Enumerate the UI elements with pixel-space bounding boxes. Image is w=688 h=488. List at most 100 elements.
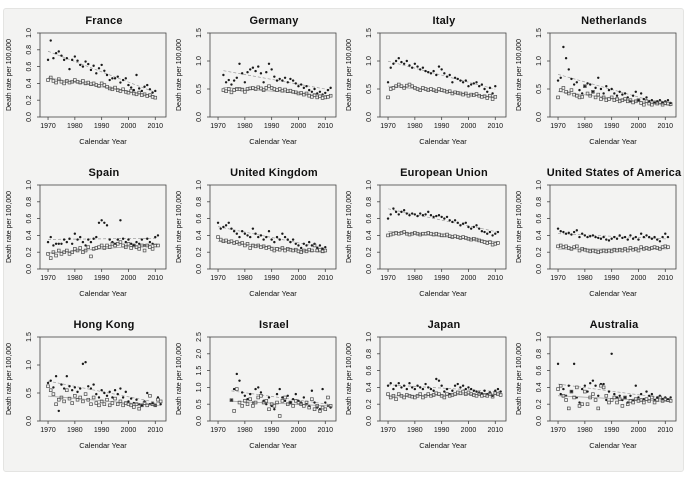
data-point-circle <box>629 394 632 397</box>
scatter-plot-hong-kong: 1970 1980 1990 2000 2010 0.0 0.5 1.0 1.5 Calendar… <box>6 332 167 450</box>
y-tick-label: 0.6 <box>366 214 373 224</box>
data-point-square <box>48 388 53 392</box>
data-point-square <box>593 398 598 402</box>
data-point-circle <box>397 57 400 60</box>
plot-grid: France 1970 1980 1990 2000 2010 0.0 0.2 0.4 0.6 0… <box>4 9 683 467</box>
data-point-circle <box>613 92 616 95</box>
plot-box <box>39 336 167 422</box>
data-point-square <box>51 392 56 396</box>
data-point-circle <box>639 92 643 95</box>
x-axis-label: Calendar Year <box>249 289 297 298</box>
data-point-circle <box>405 387 409 391</box>
data-point-circle <box>661 235 664 239</box>
data-point-square <box>261 88 266 92</box>
data-point-circle <box>73 232 77 235</box>
data-point-circle <box>329 86 332 90</box>
data-point-square <box>81 79 85 83</box>
data-point-square <box>447 89 452 93</box>
y-tick-label: 0.4 <box>26 78 33 88</box>
data-point-square <box>642 102 646 107</box>
data-point-circle <box>669 396 672 399</box>
data-point-circle <box>318 90 322 94</box>
data-point-circle <box>607 88 611 92</box>
data-point-circle <box>124 240 127 244</box>
data-point-square <box>118 399 123 404</box>
data-point-circle <box>389 66 392 69</box>
data-point-circle <box>451 81 454 84</box>
data-point-circle <box>257 386 260 389</box>
data-point-square <box>623 395 627 400</box>
data-point-square <box>224 89 228 93</box>
data-point-circle <box>578 88 581 92</box>
data-point-circle <box>440 384 443 387</box>
data-point-circle <box>472 82 476 85</box>
data-point-circle <box>456 77 459 81</box>
data-point-circle <box>297 244 300 247</box>
data-point-circle <box>246 71 249 74</box>
data-point-circle <box>135 240 138 244</box>
data-point-square <box>54 80 58 85</box>
data-point-circle <box>254 387 257 391</box>
data-point-circle <box>437 379 441 382</box>
data-point-circle <box>108 238 111 241</box>
data-point-circle <box>567 231 570 235</box>
data-point-circle <box>621 236 624 240</box>
y-tick-label: 0.6 <box>366 366 373 376</box>
data-point-circle <box>496 387 500 391</box>
data-point-circle <box>664 232 667 235</box>
data-point-circle <box>76 390 79 394</box>
y-axis-label: Death rate per 100,000 <box>176 39 183 111</box>
data-point-circle <box>105 73 109 77</box>
data-point-circle <box>87 385 90 388</box>
data-point-circle <box>294 82 297 85</box>
data-point-square <box>245 402 250 406</box>
data-point-circle <box>472 225 476 229</box>
data-point-circle <box>645 234 648 237</box>
data-point-circle <box>251 66 255 69</box>
data-point-circle <box>475 81 478 84</box>
data-point-circle <box>488 86 492 90</box>
data-point-circle <box>472 389 476 392</box>
data-point-circle <box>594 86 597 90</box>
data-point-circle <box>73 386 77 389</box>
data-point-circle <box>246 234 249 237</box>
data-point-circle <box>607 390 611 393</box>
data-point-circle <box>647 235 651 239</box>
data-point-square <box>288 400 293 405</box>
x-axis-label: Calendar Year <box>589 441 637 450</box>
y-tick-label: 0.0 <box>366 264 373 274</box>
panel-title: United Kingdom <box>230 167 318 179</box>
data-point-square <box>62 399 66 404</box>
data-point-circle <box>483 87 486 91</box>
data-point-circle <box>605 398 608 402</box>
data-point-square <box>48 256 53 260</box>
data-point-circle <box>159 403 162 406</box>
data-point-circle <box>243 81 247 84</box>
data-point-square <box>59 395 64 400</box>
x-tick-label: 1970 <box>210 275 226 282</box>
data-point-circle <box>461 384 465 387</box>
data-point-circle <box>464 387 467 391</box>
x-tick-label: 2000 <box>291 275 307 282</box>
panel-japan: Japan 1970 1980 1990 2000 2010 0.0 0.2 0.4 0.6 0.… <box>344 315 514 467</box>
data-point-circle <box>629 234 632 237</box>
data-point-square <box>580 95 584 99</box>
data-point-square <box>307 405 311 410</box>
data-point-circle <box>615 396 619 399</box>
plot-box <box>39 184 167 270</box>
data-point-circle <box>62 387 66 390</box>
data-point-circle <box>79 387 82 390</box>
data-point-square <box>625 248 630 253</box>
data-point-circle <box>621 93 624 96</box>
data-point-circle <box>615 94 619 97</box>
data-point-circle <box>49 379 52 382</box>
data-point-circle <box>143 85 146 88</box>
data-point-circle <box>84 361 87 364</box>
x-tick-label: 1980 <box>67 123 83 130</box>
x-tick-label: 2010 <box>317 123 333 130</box>
scatter-plot-italy: 1970 1980 1990 2000 2010 0.0 0.5 1.0 1.5 Calendar… <box>346 28 507 146</box>
data-point-circle <box>140 238 144 241</box>
data-point-square <box>227 87 231 91</box>
x-tick-label: 2000 <box>121 123 137 130</box>
data-point-circle <box>294 242 297 245</box>
